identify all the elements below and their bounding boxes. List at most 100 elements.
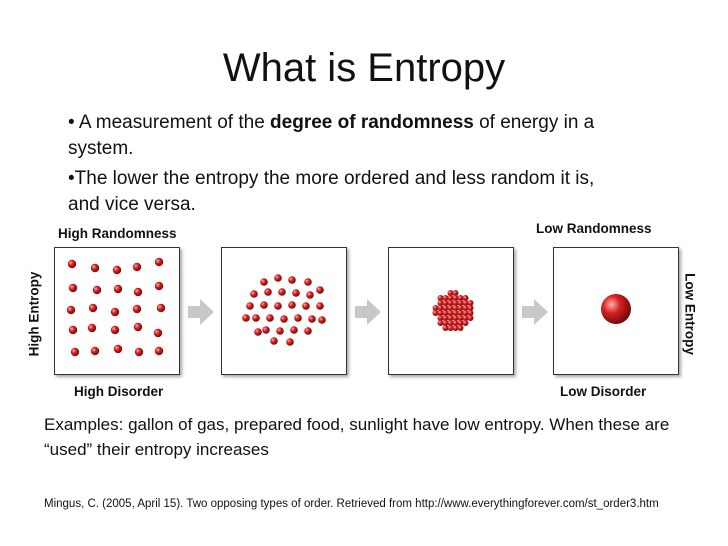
particle-dot (452, 305, 459, 311)
particle-dot (462, 300, 469, 306)
particle-dot (288, 276, 296, 284)
particle-dot (156, 303, 166, 313)
particle-dot (447, 300, 454, 306)
particle-dot (110, 325, 120, 335)
particle-dot (601, 294, 631, 324)
clustered-particles-diagram (242, 274, 326, 346)
particle-dot (302, 302, 310, 310)
particle-dot (90, 263, 100, 273)
particle-dot (304, 278, 312, 286)
particle-dot (113, 284, 123, 294)
bullet-text: of energy in a system. (68, 112, 595, 159)
particle-dot (278, 288, 286, 296)
compact-particles-box (388, 247, 514, 375)
particle-dot (447, 315, 454, 321)
particle-dot (437, 310, 444, 316)
particle-dot (290, 326, 298, 334)
particle-dot (437, 320, 444, 326)
particle-dot (452, 320, 459, 326)
particle-dot (462, 305, 469, 311)
particle-dot (112, 265, 122, 275)
particle-dot (266, 314, 274, 322)
high-disorder-box (54, 247, 180, 375)
clustered-particles-box (221, 247, 347, 375)
particle-dot (246, 302, 254, 310)
particle-dot (457, 305, 464, 311)
particle-dot (68, 325, 78, 335)
particle-dot (113, 344, 123, 354)
particle-dot (447, 320, 454, 326)
particle-dot (132, 304, 142, 314)
particle-dot (457, 325, 464, 331)
particle-dot (437, 295, 444, 301)
particle-dot (447, 305, 454, 311)
particle-dot (462, 315, 469, 321)
particle-dot (447, 295, 454, 301)
particle-dot (276, 327, 284, 335)
particle-dot (447, 310, 454, 316)
particle-dot (133, 322, 143, 332)
particle-dot (88, 303, 98, 313)
particle-dot (442, 295, 449, 301)
particle-dot (462, 295, 469, 301)
particle-dot (462, 310, 469, 316)
particle-dot (457, 295, 464, 301)
particle-dot (306, 291, 314, 299)
bullet-item: • A measurement of the degree of randomn… (68, 110, 628, 162)
particle-dot (66, 305, 76, 315)
particle-dot (134, 347, 144, 357)
particle-dot (442, 325, 449, 331)
particle-dot (87, 323, 97, 333)
particle-dot (452, 310, 459, 316)
particle-dot (252, 314, 260, 322)
particle-dot (437, 300, 444, 306)
high-disorder-label: High Disorder (74, 384, 164, 399)
examples-text: Examples: gallon of gas, prepared food, … (44, 415, 670, 459)
particle-dot (432, 310, 439, 316)
particle-dot (457, 310, 464, 316)
high-entropy-label: High Entropy (26, 271, 42, 357)
arrow-right-icon (188, 299, 214, 325)
particle-dot (294, 314, 302, 322)
particle-dot (274, 274, 282, 282)
particle-dot (442, 310, 449, 316)
particle-dot (67, 259, 77, 269)
low-disorder-box (553, 247, 679, 375)
particle-dot (270, 337, 278, 345)
particle-dot (288, 301, 296, 309)
particle-dot (250, 290, 258, 298)
particle-dot (447, 325, 454, 331)
particle-dot (457, 300, 464, 306)
particle-dot (92, 285, 102, 295)
particle-dot (110, 307, 120, 317)
arrow-right-icon (522, 299, 548, 325)
particle-dot (274, 302, 282, 310)
particle-dot (452, 290, 459, 296)
particle-dot (286, 338, 294, 346)
bullet-text: A measurement of the (74, 112, 271, 133)
particle-dot (292, 289, 300, 297)
particle-dot (457, 320, 464, 326)
particle-dot (90, 346, 100, 356)
particle-dot (264, 288, 272, 296)
particle-dot (304, 327, 312, 335)
particle-dot (280, 315, 288, 323)
particle-dot (442, 315, 449, 321)
particle-dot (242, 314, 250, 322)
low-disorder-label: Low Disorder (560, 384, 647, 399)
particle-dot (437, 305, 444, 311)
citation-text: Mingus, C. (2005, April 15). Two opposin… (44, 498, 659, 510)
bullet-bold-text: degree of randomness (270, 112, 474, 133)
particle-dot (442, 300, 449, 306)
particle-dot (70, 347, 80, 357)
particle-dot (467, 315, 474, 321)
bullet-marker: • (68, 168, 75, 189)
scattered-particles-diagram (66, 257, 166, 357)
particle-dot (442, 305, 449, 311)
particle-dot (442, 320, 449, 326)
particle-dot (452, 300, 459, 306)
particle-dot (153, 328, 163, 338)
particle-dot (467, 310, 474, 316)
particle-dot (133, 287, 143, 297)
particle-dot (452, 295, 459, 301)
